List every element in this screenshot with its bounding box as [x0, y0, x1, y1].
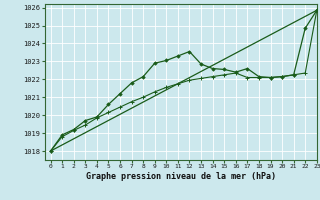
X-axis label: Graphe pression niveau de la mer (hPa): Graphe pression niveau de la mer (hPa): [86, 172, 276, 181]
